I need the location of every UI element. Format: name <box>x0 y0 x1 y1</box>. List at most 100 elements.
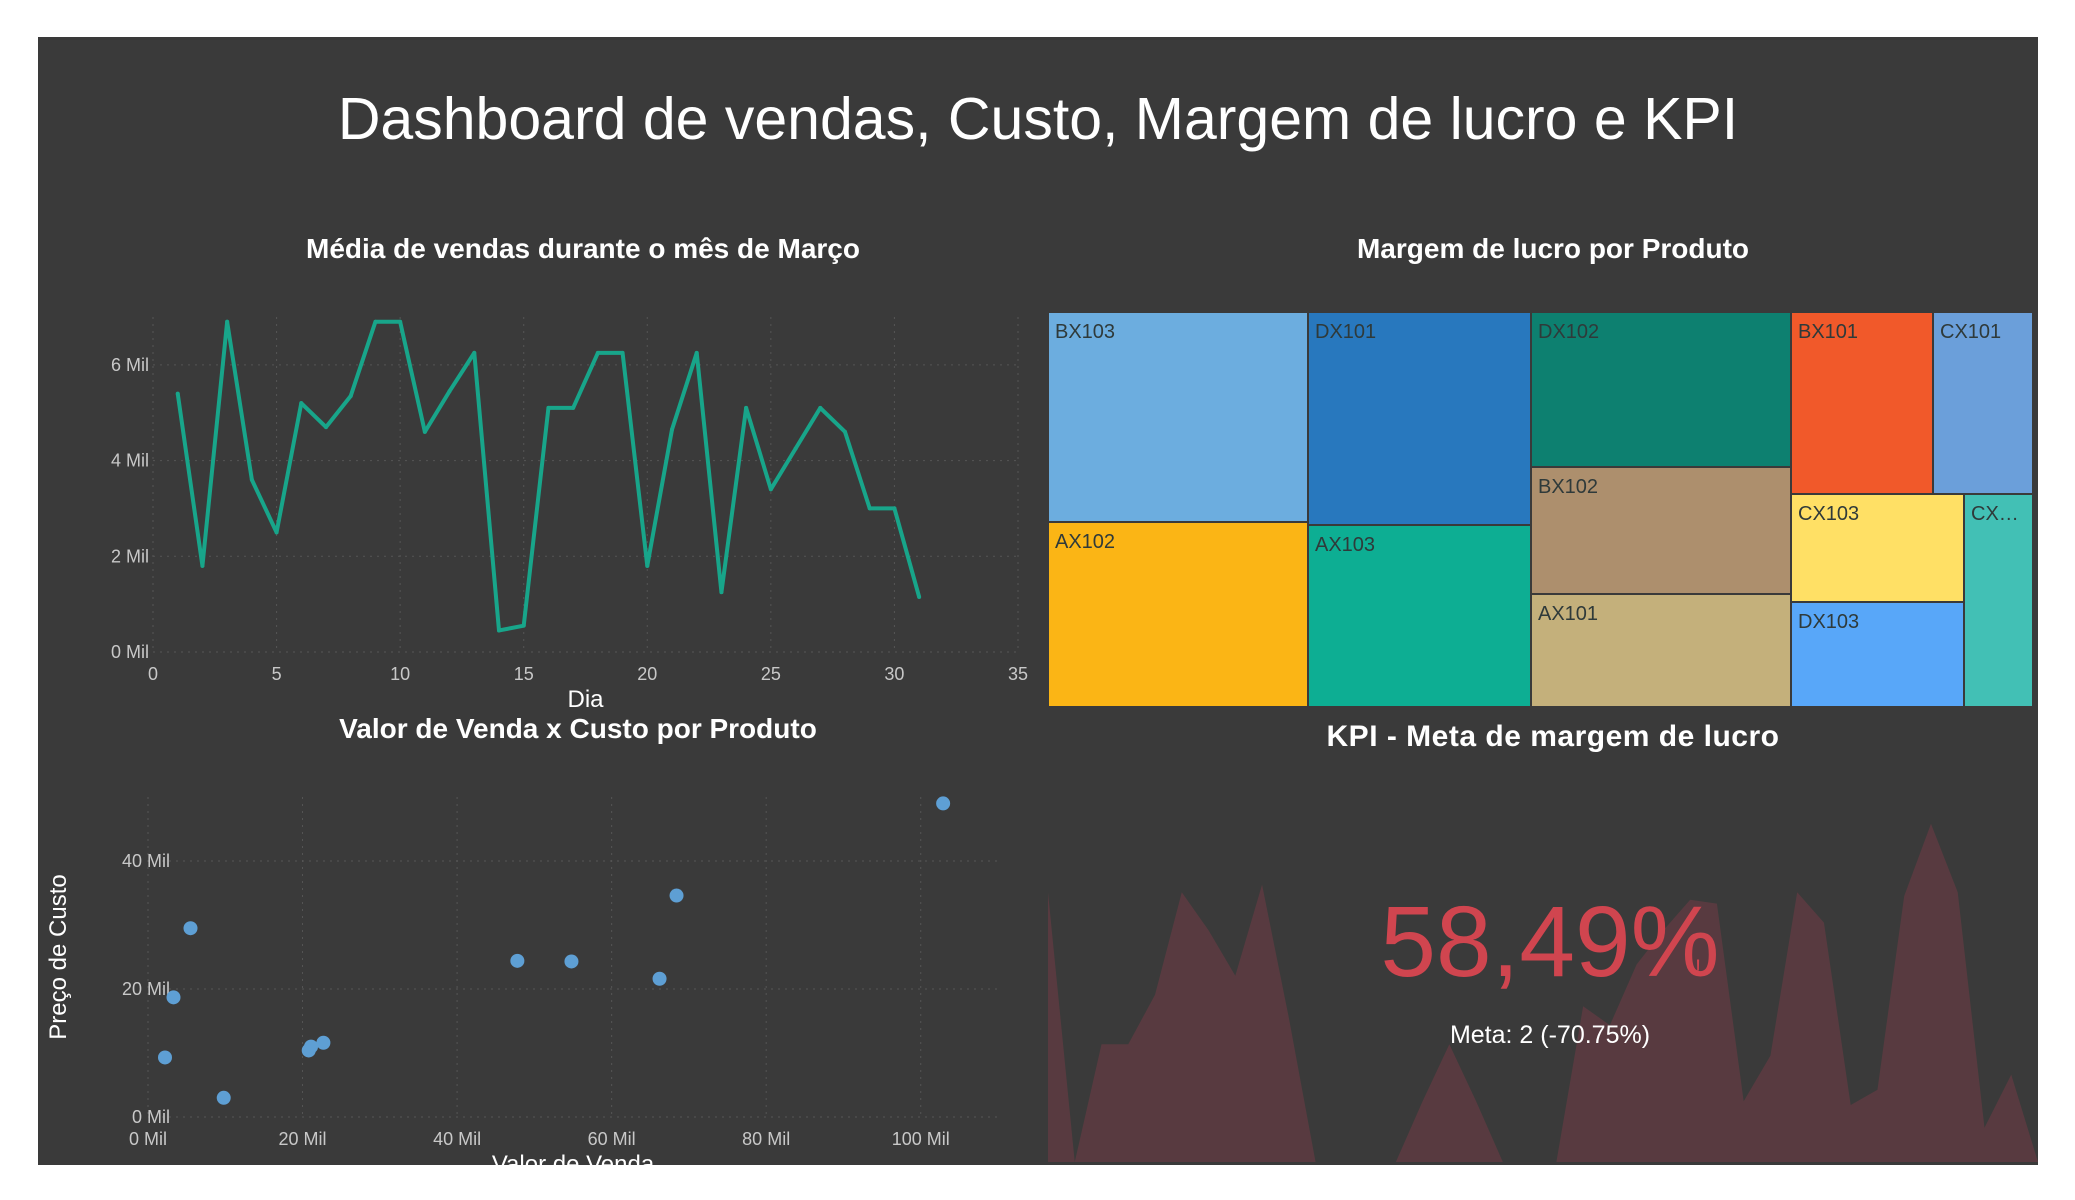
line-point <box>719 590 724 595</box>
treemap-tile-ax103 <box>1307 524 1532 708</box>
line-point <box>422 429 427 434</box>
treemap-tile-bx103 <box>1048 311 1309 523</box>
line-point <box>299 401 304 406</box>
treemap-label: CX103 <box>1798 503 1859 525</box>
line-point <box>768 487 773 492</box>
kpi-value: 58,49% <box>1380 886 1720 998</box>
kpi-trend-area <box>1048 823 2038 1162</box>
kpi-status-indicator: ! <box>1695 955 1702 980</box>
line-point <box>200 563 205 568</box>
x-tick-label: 30 <box>884 664 904 684</box>
treemap-label: DX101 <box>1315 321 1376 343</box>
kpi-title: KPI - Meta de margem de lucro <box>1326 720 1780 753</box>
treemap-title: Margem de lucro por Produto <box>1356 233 1750 264</box>
treemap-label: BX102 <box>1538 476 1598 498</box>
line-point <box>348 393 353 398</box>
line-chart[interactable]: 0 5 10 15 20 25 30 35 0 Mil 2 Mil 4 Mil 6 Mil Dia <box>38 277 1038 717</box>
treemap-tile-dx101 <box>1307 311 1532 526</box>
line-point <box>867 506 872 511</box>
y-tick-label: 2 Mil <box>111 546 149 566</box>
treemap-tile-cx101 <box>1932 311 2034 495</box>
line-chart-title: Média de vendas durante o mês de Março <box>306 233 860 264</box>
line-point <box>818 405 823 410</box>
scatter-point <box>304 1039 319 1054</box>
line-point <box>571 405 576 410</box>
scatter-point <box>564 954 579 969</box>
x-tick-label: 80 Mil <box>742 1129 790 1149</box>
scatter-title: Valor de Venda x Custo por Produto <box>339 713 817 744</box>
treemap-label: BX101 <box>1798 321 1858 343</box>
line-point <box>373 319 378 324</box>
x-axis-label: Valor de Venda <box>492 1151 655 1165</box>
scatter-point <box>216 1090 231 1105</box>
line-point <box>744 405 749 410</box>
treemap-label: DX103 <box>1798 611 1859 633</box>
treemap-label: AX103 <box>1315 534 1375 556</box>
line-point <box>398 319 403 324</box>
y-tick-label: 0 Mil <box>132 1107 170 1127</box>
x-tick-label: 100 Mil <box>892 1129 950 1149</box>
line-point <box>670 427 674 432</box>
scatter-point <box>183 921 198 936</box>
x-tick-label: 0 Mil <box>129 1129 167 1149</box>
x-tick-label: 10 <box>390 664 410 684</box>
line-point <box>892 506 897 511</box>
scatter-point <box>652 971 667 986</box>
treemap-label: DX102 <box>1538 321 1599 343</box>
x-tick-label: 0 <box>148 664 158 684</box>
y-tick-label: 40 Mil <box>122 851 170 871</box>
treemap-label: CX101 <box>1940 321 2001 343</box>
line-point <box>274 530 279 535</box>
line-point <box>645 563 650 568</box>
scatter-point <box>316 1035 331 1050</box>
line-point <box>843 429 847 434</box>
dashboard-title: Dashboard de vendas, Custo, Margem de lu… <box>337 86 1739 152</box>
x-tick-label: 40 Mil <box>433 1129 481 1149</box>
line-point <box>620 350 625 355</box>
y-tick-label: 6 Mil <box>111 355 149 375</box>
line-point <box>546 405 551 410</box>
scatter-point <box>669 888 684 903</box>
treemap-chart[interactable]: BX103 AX102 DX101 AX103 DX102 BX102 AX101 BX101… <box>1048 277 2038 717</box>
y-tick-label: 20 Mil <box>122 979 170 999</box>
treemap-label: CX… <box>1971 503 2019 525</box>
x-tick-label: 15 <box>514 664 534 684</box>
y-tick-label: 4 Mil <box>111 451 149 471</box>
scatter-point <box>166 990 181 1005</box>
treemap-label: BX103 <box>1055 321 1115 343</box>
sales-line <box>175 319 922 633</box>
scatter-point <box>158 1050 172 1065</box>
line-point <box>521 623 526 628</box>
treemap-tile-cx… <box>1963 493 2034 708</box>
line-point <box>472 350 477 355</box>
line-point <box>497 628 501 633</box>
x-tick-label: 5 <box>272 664 282 684</box>
treemap-tile-ax101 <box>1530 593 1792 708</box>
treemap-tile-bx102 <box>1530 466 1792 595</box>
line-point <box>595 350 600 355</box>
line-point <box>694 350 699 355</box>
line-point <box>249 477 254 482</box>
treemap-label: AX101 <box>1538 603 1598 625</box>
treemap-tile-bx101 <box>1790 311 1934 495</box>
line-point <box>917 594 922 599</box>
x-tick-label: 20 <box>637 664 657 684</box>
line-point <box>324 425 328 430</box>
kpi-goal-text: Meta: 2 (-70.75%) <box>1449 1021 1651 1049</box>
line-point <box>225 319 230 324</box>
treemap-label: AX102 <box>1055 531 1115 553</box>
x-axis-label: Dia <box>567 686 604 713</box>
scatter-chart[interactable]: 0 Mil 20 Mil 40 Mil 60 Mil 80 Mil 100 Mil 0 Mi… <box>38 757 1038 1165</box>
y-tick-label: 0 Mil <box>111 642 149 662</box>
line-point <box>447 389 452 394</box>
treemap-tile-ax102 <box>1048 521 1309 708</box>
scatter-point <box>936 796 951 811</box>
dashboard: Dashboard de vendas, Custo, Margem de lu… <box>38 37 2038 1165</box>
line-point <box>175 391 180 396</box>
x-tick-label: 20 Mil <box>279 1129 327 1149</box>
line-point <box>793 446 798 451</box>
scatter-point <box>510 953 525 968</box>
y-axis-label: Preço de Custo <box>45 874 72 1039</box>
kpi-trend-shape <box>1048 823 2038 1162</box>
x-tick-label: 25 <box>761 664 781 684</box>
